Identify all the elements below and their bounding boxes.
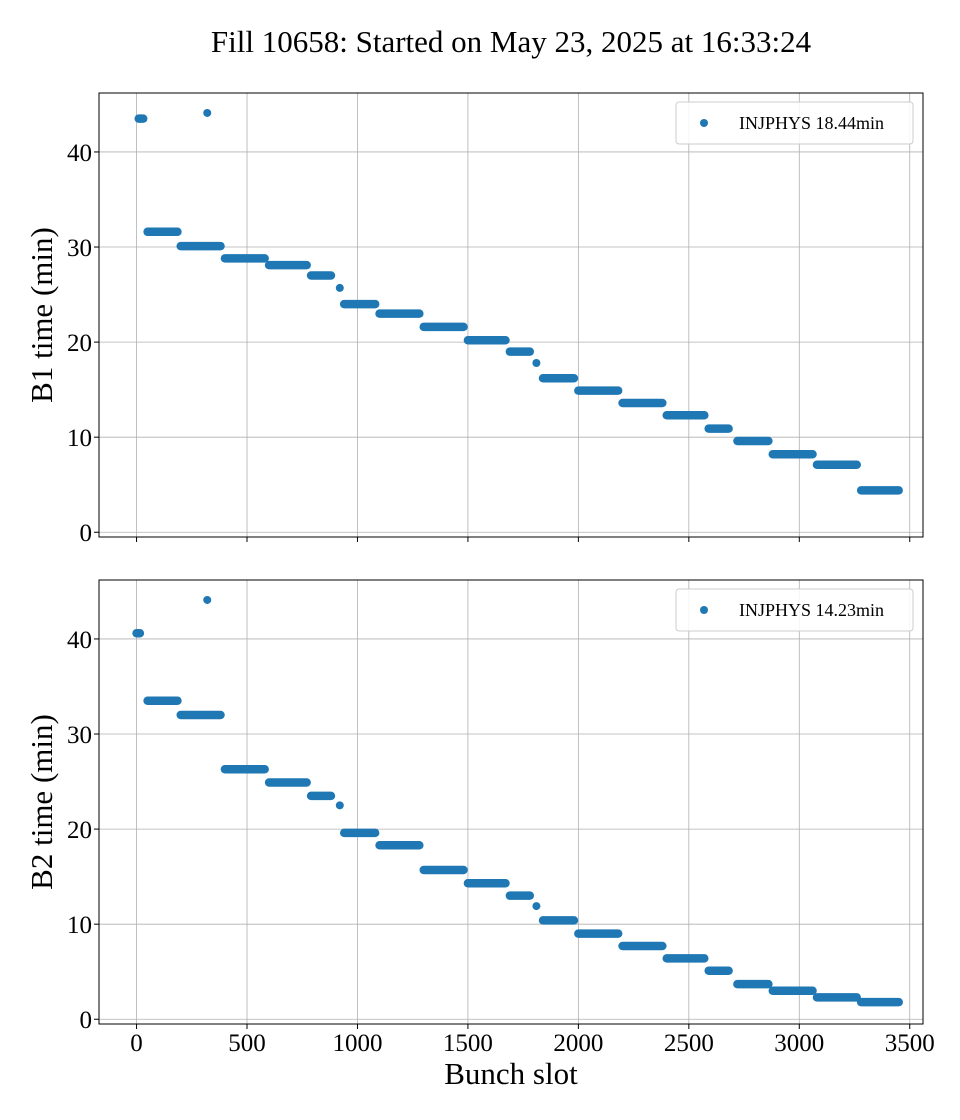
- legend-marker: [700, 119, 708, 127]
- data-point: [532, 359, 541, 368]
- y-axis-label: B1 time (min): [24, 227, 59, 403]
- y-tick-label: 40: [67, 627, 92, 654]
- legend-box: [675, 588, 914, 632]
- b2-panel: 0 500 1000 1500 2000 2500 3000 3500 0 10 20 30 40 B2 …: [24, 579, 935, 1057]
- y-axis-label: B2 time (min): [24, 714, 59, 890]
- x-tick-label: 500: [228, 1030, 266, 1057]
- y-tick-label: 0: [80, 520, 93, 547]
- legend-marker: [700, 606, 708, 614]
- y-tick-label: 0: [80, 1007, 93, 1034]
- y-tick-label: 10: [67, 425, 92, 452]
- data-point: [335, 801, 344, 810]
- x-tick-label: 1500: [443, 1030, 493, 1057]
- legend-box: [675, 101, 914, 145]
- legend-label: INJPHYS 18.44min: [739, 113, 884, 133]
- plot-frame: [98, 92, 924, 538]
- x-tick-label: 3500: [885, 1030, 935, 1057]
- y-tick-label: 30: [67, 722, 92, 749]
- legend: INJPHYS 18.44min: [675, 101, 914, 145]
- y-tick-label: 30: [67, 235, 92, 262]
- data-point: [203, 108, 212, 117]
- y-tick-label: 10: [67, 912, 92, 939]
- legend-label: INJPHYS 14.23min: [739, 600, 884, 620]
- x-axis-label: Bunch slot: [444, 1056, 578, 1091]
- data-point: [335, 283, 344, 292]
- y-tick-label: 20: [67, 330, 92, 357]
- b1-panel: 0 10 20 30 40 B1 time (min) INJPHYS 18.44min: [24, 92, 924, 547]
- x-tick-label: 2500: [664, 1030, 714, 1057]
- legend: INJPHYS 14.23min: [675, 588, 914, 632]
- data-point: [203, 595, 212, 604]
- x-tick-label: 2000: [553, 1030, 603, 1057]
- figure-title: Fill 10658: Started on May 23, 2025 at 1…: [211, 24, 812, 59]
- x-tick-label: 1000: [332, 1030, 382, 1057]
- data-point: [532, 902, 541, 911]
- plot-frame: [98, 579, 924, 1025]
- y-tick-label: 40: [67, 140, 92, 167]
- y-tick-label: 20: [67, 817, 92, 844]
- x-tick-label: 3000: [774, 1030, 824, 1057]
- x-tick-label: 0: [130, 1030, 143, 1057]
